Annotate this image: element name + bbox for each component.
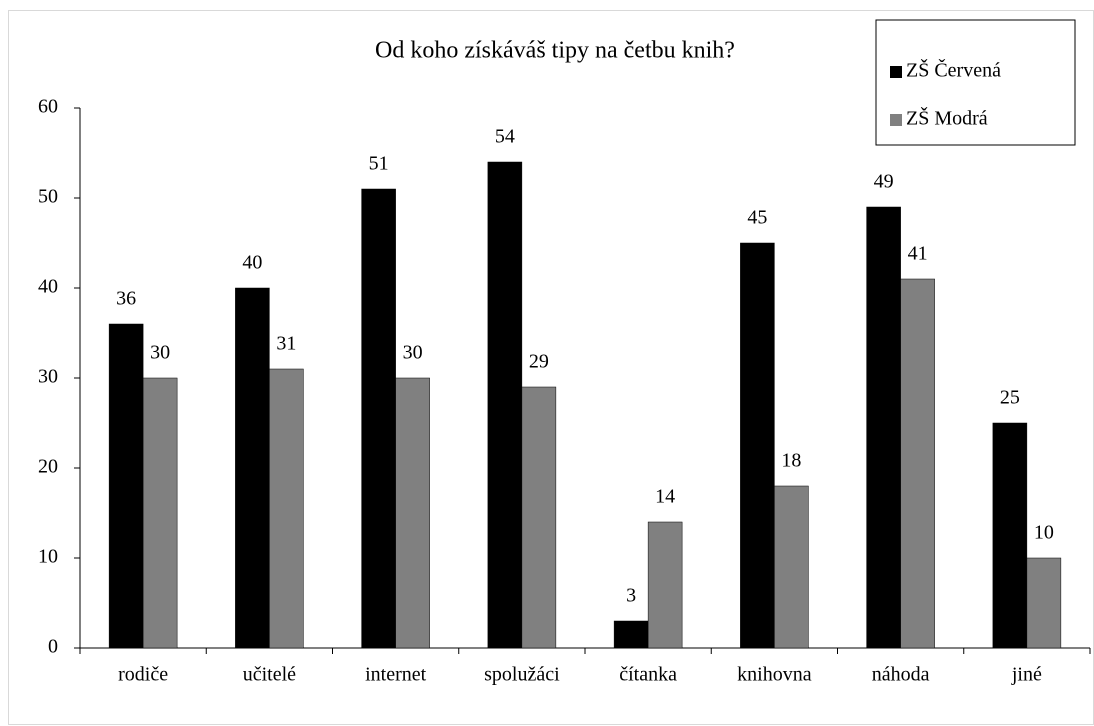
bar bbox=[108, 323, 144, 649]
legend-label: ZŠ Červená bbox=[906, 58, 1001, 82]
x-tick-label: jiné bbox=[1011, 664, 1042, 686]
x-tick-label: spolužáci bbox=[484, 664, 560, 686]
bar bbox=[361, 188, 396, 649]
y-tick-label: 50 bbox=[38, 186, 58, 208]
value-label: 29 bbox=[529, 351, 549, 373]
bar bbox=[521, 386, 557, 649]
bar bbox=[774, 485, 809, 649]
value-label: 30 bbox=[150, 342, 170, 364]
y-tick-label: 40 bbox=[38, 276, 58, 298]
value-label: 41 bbox=[908, 243, 928, 265]
value-label: 45 bbox=[747, 207, 767, 229]
x-tick-label: učitelé bbox=[243, 664, 296, 686]
y-tick-label: 30 bbox=[38, 366, 58, 388]
legend-label: ZŠ Modrá bbox=[906, 106, 988, 130]
bar bbox=[487, 161, 523, 649]
value-label: 54 bbox=[495, 126, 515, 148]
chart-title: Od koho získáváš tipy na četbu knih? bbox=[375, 38, 735, 64]
value-label: 14 bbox=[655, 486, 675, 508]
value-label: 10 bbox=[1034, 522, 1054, 544]
value-label: 49 bbox=[874, 171, 894, 193]
x-tick-label: internet bbox=[365, 664, 427, 686]
x-tick-label: čítanka bbox=[619, 664, 677, 686]
y-tick-label: 60 bbox=[38, 96, 58, 118]
bar bbox=[613, 620, 649, 649]
value-label: 31 bbox=[276, 333, 296, 355]
x-tick-label: knihovna bbox=[737, 664, 812, 686]
legend-swatch bbox=[890, 66, 902, 78]
bar bbox=[900, 278, 935, 649]
bar bbox=[740, 242, 775, 649]
value-label: 51 bbox=[369, 153, 389, 175]
bar bbox=[866, 206, 901, 649]
y-tick-label: 0 bbox=[48, 636, 58, 658]
legend-box bbox=[875, 19, 1076, 146]
value-label: 25 bbox=[1000, 387, 1020, 409]
bar bbox=[269, 368, 304, 649]
bar bbox=[395, 377, 430, 649]
value-label: 40 bbox=[242, 252, 262, 274]
value-label: 30 bbox=[403, 342, 423, 364]
value-label: 18 bbox=[781, 450, 801, 472]
bar bbox=[992, 422, 1028, 649]
y-tick-label: 20 bbox=[38, 456, 58, 478]
bar bbox=[235, 287, 270, 649]
y-tick-label: 10 bbox=[38, 546, 58, 568]
value-label: 36 bbox=[116, 288, 136, 310]
bar bbox=[1026, 557, 1062, 649]
bar bbox=[142, 377, 178, 649]
x-tick-label: náhoda bbox=[872, 664, 930, 686]
bar bbox=[647, 521, 683, 649]
legend-swatch bbox=[890, 114, 902, 126]
x-tick-label: rodiče bbox=[118, 664, 168, 686]
value-label: 3 bbox=[626, 585, 636, 607]
